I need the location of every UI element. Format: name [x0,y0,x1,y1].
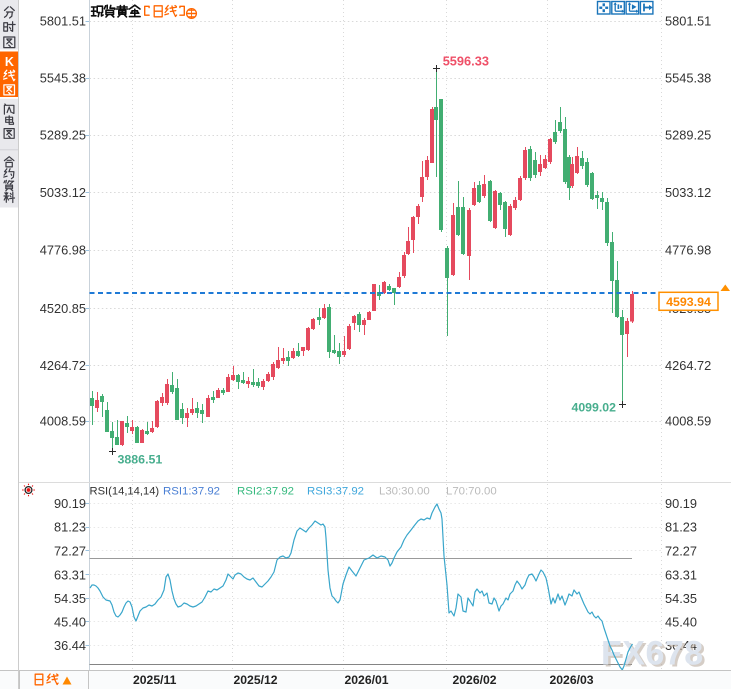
svg-text:2026/01: 2026/01 [345,673,389,687]
svg-text:54.35: 54.35 [54,591,86,606]
svg-text:36.44: 36.44 [54,638,86,653]
svg-text:5596.33: 5596.33 [443,54,489,69]
svg-text:4776.98: 4776.98 [665,243,711,258]
svg-text:5033.12: 5033.12 [665,185,711,200]
svg-text:63.31: 63.31 [54,568,86,583]
svg-text:4593.94: 4593.94 [666,295,711,309]
svg-text:72.27: 72.27 [665,543,697,558]
svg-text:5289.25: 5289.25 [665,128,711,143]
svg-text:90.19: 90.19 [665,496,697,511]
svg-text:4264.72: 4264.72 [40,358,86,373]
svg-text:4520.85: 4520.85 [40,301,86,316]
svg-text:5801.51: 5801.51 [665,14,711,29]
svg-text:5545.38: 5545.38 [665,71,711,86]
svg-text:5289.25: 5289.25 [40,128,86,143]
svg-text:63.31: 63.31 [665,568,697,583]
svg-text:K: K [5,55,14,69]
svg-text:4776.98: 4776.98 [40,243,86,258]
svg-text:3886.51: 3886.51 [118,452,163,466]
svg-text:FX678: FX678 [601,635,704,673]
svg-text:4099.02: 4099.02 [572,400,617,414]
svg-text:RSI1:37.92: RSI1:37.92 [163,485,220,497]
svg-text:RSI(14,14,14): RSI(14,14,14) [90,485,160,497]
svg-text:90.19: 90.19 [54,496,86,511]
svg-text:45.40: 45.40 [54,615,86,630]
svg-text:L30:30.00: L30:30.00 [379,485,430,497]
svg-text:81.23: 81.23 [54,520,86,535]
svg-text:5801.51: 5801.51 [40,14,86,29]
svg-text:2026/02: 2026/02 [453,673,497,687]
svg-text:4264.72: 4264.72 [665,358,711,373]
svg-text:4008.59: 4008.59 [40,414,86,429]
svg-text:RSI3:37.92: RSI3:37.92 [307,485,364,497]
svg-text:5033.12: 5033.12 [40,185,86,200]
svg-text:2025/11: 2025/11 [133,673,177,687]
svg-text:36.44: 36.44 [665,638,697,653]
svg-text:2025/12: 2025/12 [234,673,278,687]
svg-text:L70:70.00: L70:70.00 [446,485,497,497]
svg-text:5545.38: 5545.38 [40,71,86,86]
svg-text:4008.59: 4008.59 [665,414,711,429]
svg-text:72.27: 72.27 [54,543,86,558]
svg-text:54.35: 54.35 [665,591,697,606]
svg-text:45.40: 45.40 [665,615,697,630]
svg-text:RSI2:37.92: RSI2:37.92 [237,485,294,497]
svg-text:81.23: 81.23 [665,520,697,535]
svg-text:2026/03: 2026/03 [550,673,594,687]
